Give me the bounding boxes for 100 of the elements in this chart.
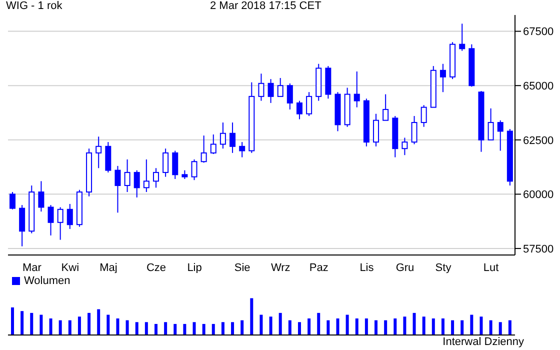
y-tick-label: 62500: [523, 134, 554, 147]
bar: [135, 322, 138, 335]
bar: [68, 320, 72, 335]
x-tick-label: Maj: [100, 262, 118, 274]
candlestick: [48, 204, 54, 236]
candlestick: [497, 120, 504, 152]
bar: [451, 320, 454, 335]
x-tick-label: Sie: [234, 262, 250, 274]
bar: [508, 320, 512, 335]
candlestick: [143, 158, 150, 193]
x-tick-label: Wrz: [270, 262, 290, 274]
candlestick: [152, 168, 159, 188]
bar: [364, 318, 368, 335]
bar: [221, 322, 224, 335]
bar: [288, 320, 292, 335]
bar: [441, 318, 444, 335]
bar: [11, 307, 14, 335]
candlestick: [114, 165, 121, 214]
bar: [326, 320, 330, 335]
candlestick: [239, 142, 246, 158]
bar: [250, 298, 254, 335]
bar: [88, 312, 91, 335]
candlestick: [373, 113, 380, 147]
bar: [106, 314, 110, 335]
candlestick: [296, 100, 302, 120]
candlestick: [66, 203, 73, 230]
bar: [49, 318, 52, 335]
candlestick: [268, 78, 274, 104]
bar: [374, 320, 378, 335]
candlestick: [488, 108, 494, 140]
bar: [317, 312, 320, 335]
bar: [212, 324, 215, 335]
bar: [403, 316, 406, 335]
bar: [20, 311, 24, 335]
y-tick-label: 57500: [523, 243, 554, 256]
candlestick: [172, 150, 178, 180]
bar: [240, 320, 244, 335]
candlestick: [382, 94, 389, 121]
bar: [174, 324, 177, 335]
candlestick: [19, 204, 26, 247]
bar: [278, 312, 282, 335]
bar: [260, 314, 263, 335]
candlestick: [210, 134, 216, 155]
bar: [202, 324, 206, 335]
bar: [192, 322, 196, 335]
bar: [116, 318, 120, 335]
text: Interwal Dzienny: [442, 336, 524, 349]
bar: [97, 309, 100, 335]
x-tick-label: Lip: [187, 262, 202, 274]
candlestick: [354, 70, 360, 108]
legend-label: Wolumen: [24, 275, 70, 287]
x-tick-label: Cze: [146, 262, 166, 274]
bar: [422, 316, 426, 335]
bar: [78, 316, 81, 335]
bar: [470, 314, 474, 335]
x-tick-label: Kwi: [61, 262, 80, 274]
bar: [336, 318, 340, 335]
x-tick-label: Mar: [22, 262, 42, 274]
bar: [58, 320, 62, 335]
y-tick-label: 67500: [523, 26, 554, 38]
x-tick-label: Gru: [396, 262, 414, 274]
y-tick-label: 65000: [523, 80, 554, 92]
bar: [384, 320, 388, 335]
bar: [40, 314, 43, 335]
candlestick: [411, 115, 418, 145]
bar: [308, 318, 311, 335]
bar: [183, 324, 186, 335]
candlestick: [440, 63, 446, 93]
candlestick: [105, 142, 112, 173]
bar: [498, 322, 502, 335]
chart-subtitle: 2 Mar 2018 17:15 CET: [210, 0, 322, 12]
candlestick: [38, 180, 44, 212]
candlestick: [134, 170, 140, 198]
x-tick-label: Lis: [360, 262, 374, 274]
y-tick-label: 60000: [523, 189, 554, 202]
candlestick: [306, 92, 312, 116]
bar: [231, 322, 234, 335]
x-tick-label: Paz: [309, 262, 328, 274]
candlestick: [220, 122, 226, 150]
candlestick: [258, 73, 264, 102]
bar: [480, 316, 483, 335]
bar: [269, 316, 272, 335]
candlestick: [191, 158, 198, 181]
bar: [126, 320, 129, 335]
bar: [30, 312, 34, 335]
candlestick: [286, 82, 293, 110]
candlestick: [57, 206, 64, 240]
bar: [460, 320, 464, 335]
bar: [164, 322, 168, 335]
candlestick: [200, 135, 207, 164]
candlestick: [124, 158, 130, 193]
candlestick: [420, 104, 427, 128]
candlestick: [277, 77, 284, 97]
bar: [144, 322, 148, 335]
bar: [489, 320, 492, 335]
candlestick: [96, 136, 102, 169]
bar: [412, 312, 416, 335]
candlestick: [402, 137, 408, 156]
bar: [432, 318, 435, 335]
bar: [394, 318, 397, 335]
